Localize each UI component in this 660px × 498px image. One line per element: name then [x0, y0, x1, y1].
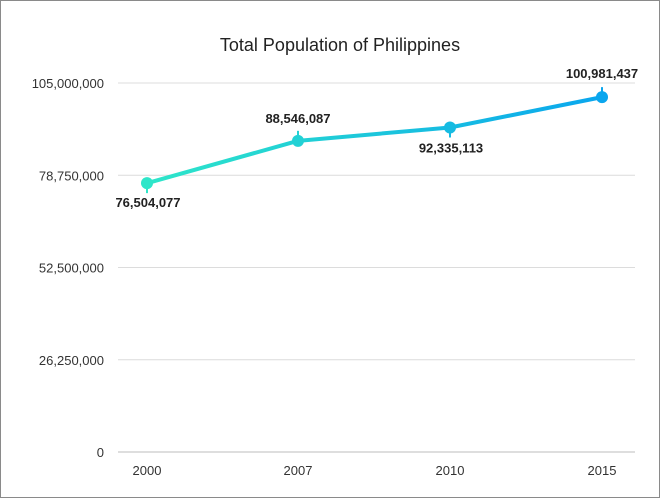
data-point[interactable] — [596, 91, 608, 104]
data-point[interactable] — [292, 134, 304, 147]
data-point[interactable] — [141, 177, 153, 190]
y-tick-label: 52,500,000 — [39, 261, 104, 276]
x-axis-ticks: 2000 2007 2010 2015 — [133, 463, 617, 478]
data-label: 88,546,087 — [265, 111, 330, 126]
x-tick-label: 2007 — [284, 463, 313, 478]
data-label: 76,504,077 — [115, 195, 180, 210]
series-line — [145, 95, 604, 186]
x-tick-label: 2010 — [436, 463, 465, 478]
y-tick-label: 0 — [97, 445, 104, 460]
y-tick-label: 78,750,000 — [39, 168, 104, 183]
data-label: 92,335,113 — [419, 141, 483, 156]
x-tick-label: 2000 — [133, 463, 162, 478]
series-population — [141, 87, 608, 194]
y-axis-ticks: 0 26,250,000 52,500,000 78,750,000 105,000,0… — [32, 76, 104, 460]
y-tick-label: 26,250,000 — [39, 353, 104, 368]
x-tick-label: 2015 — [588, 463, 617, 478]
data-point[interactable] — [444, 121, 456, 134]
y-tick-label: 105,000,000 — [32, 76, 104, 91]
data-labels: 76,504,077 88,546,087 92,335,113 100,981,43… — [115, 66, 638, 210]
data-label: 100,981,437 — [566, 66, 638, 81]
grid-lines — [118, 82, 635, 453]
chart-title: Total Population of Philippines — [220, 35, 460, 55]
